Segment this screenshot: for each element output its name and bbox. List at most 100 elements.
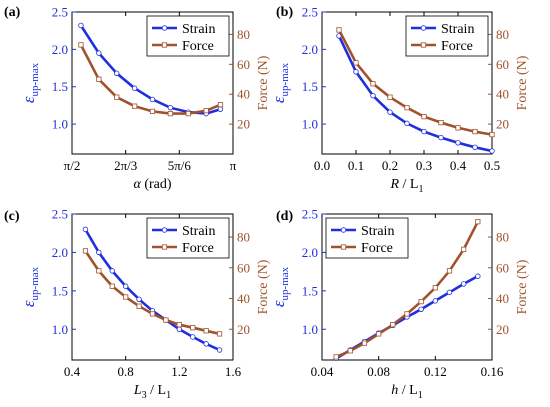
force-marker (216, 331, 223, 337)
force-marker (353, 60, 359, 66)
legend-box (405, 15, 489, 57)
y-right-tick-label: 80 (496, 230, 509, 245)
y-right-tick-label: 80 (496, 27, 509, 42)
panel-letter: (d) (276, 209, 293, 224)
legend-label-force: Force (361, 241, 393, 256)
strain-marker (136, 296, 142, 302)
strain-marker (353, 69, 359, 75)
strain-marker (149, 96, 156, 103)
strain-marker (475, 273, 481, 279)
y-right-tick-label: 60 (496, 57, 509, 72)
strain-marker (176, 326, 183, 332)
legend-marker-strain (161, 227, 168, 233)
y-left-tick-label: 2.0 (52, 245, 68, 260)
panel-letter: (c) (4, 209, 20, 224)
force-marker (404, 105, 410, 111)
x-axis-suffix: / L (399, 177, 418, 192)
y-right-tick-label: 40 (496, 87, 509, 102)
legend-label-strain: Strain (182, 22, 215, 37)
x-axis-suffix: / L (147, 383, 166, 398)
strain-marker (438, 134, 444, 141)
x-axis-suffix: (rad) (141, 177, 172, 192)
series-line-strain (337, 35, 493, 153)
strain-marker (370, 93, 376, 99)
legend-label-force: Force (182, 39, 214, 54)
legend-box (146, 15, 230, 57)
y-right-axis-title: Force (N) (515, 55, 530, 110)
force-marker (489, 131, 495, 138)
force-marker (438, 120, 444, 126)
y-right-tick-label: 40 (496, 291, 509, 306)
y-right-tick-label: 60 (237, 260, 250, 275)
strain-marker (455, 140, 461, 146)
x-tick-label: 0.5 (484, 158, 500, 173)
y-left-axis-title: εup-max (269, 62, 291, 103)
force-marker (114, 94, 120, 100)
force-marker (96, 76, 102, 82)
legend-marker-force (340, 244, 347, 250)
legend-marker-strain (420, 25, 427, 31)
force-marker (109, 283, 115, 289)
legend-label-force: Force (441, 39, 473, 54)
force-marker (336, 27, 342, 33)
legend-box (325, 217, 409, 259)
y-left-axis-subscript: up-max (279, 266, 291, 300)
y-left-axis-title: εup-max (19, 266, 41, 307)
y-left-axis-title: εup-max (269, 266, 291, 307)
force-marker (132, 103, 138, 109)
force-marker (418, 298, 424, 305)
strain-marker (78, 22, 84, 29)
y-left-tick-label: 1.0 (52, 322, 68, 337)
legend-label-strain: Strain (441, 22, 474, 37)
force-marker (421, 114, 427, 120)
x-axis-title: L3 / L1 (133, 383, 171, 401)
strain-marker (96, 249, 102, 256)
strain-marker (167, 104, 174, 111)
chart-panel: (c) 0.4 0.8 1.2 1.6 1.0 1.5 2.0 2.5 20 40 60 80 εup-m… (4, 207, 271, 402)
y-left-tick-label: 2.0 (52, 42, 68, 57)
force-marker (176, 322, 182, 328)
y-right-tick-label: 20 (496, 322, 509, 337)
strain-marker (217, 106, 224, 112)
force-marker (461, 246, 467, 252)
y-left-tick-label: 1.0 (52, 117, 68, 132)
force-marker (78, 42, 84, 48)
strain-marker (472, 144, 478, 150)
strain-marker (203, 341, 209, 347)
legend-label-strain: Strain (361, 224, 394, 239)
x-tick-label: 0.4 (64, 364, 81, 379)
force-marker (387, 94, 393, 100)
y-left-tick-label: 1.0 (302, 322, 318, 337)
y-left-axis-symbol: ε (19, 96, 38, 103)
y-left-tick-label: 2.5 (302, 5, 318, 20)
y-left-tick-label: 1.5 (302, 283, 318, 298)
y-right-tick-label: 20 (496, 117, 509, 132)
strain-marker (114, 70, 120, 76)
x-axis-subscript: 1 (166, 390, 171, 401)
y-right-tick-label: 40 (237, 87, 250, 102)
x-tick-label: 0.8 (118, 364, 134, 379)
strain-marker (387, 109, 393, 115)
panel-letter: (b) (276, 5, 293, 20)
x-tick-label: 2π/3 (114, 158, 137, 173)
legend-label-force: Force (182, 241, 214, 256)
strain-marker (82, 226, 89, 233)
y-left-tick-label: 1.5 (302, 79, 318, 94)
series-line-force (337, 29, 493, 136)
x-axis-variable: L (133, 383, 142, 398)
legend-marker-strain (161, 25, 168, 31)
strain-marker (489, 148, 495, 154)
x-axis-title: h / L1 (391, 383, 422, 401)
x-axis-variable: α (133, 177, 141, 192)
force-marker (136, 303, 142, 309)
force-marker (475, 219, 481, 225)
plot-frame (321, 11, 493, 155)
force-marker (446, 268, 453, 274)
y-left-tick-label: 1.0 (302, 117, 318, 132)
x-tick-label: 0.4 (450, 158, 467, 173)
y-left-tick-label: 2.0 (302, 42, 318, 57)
force-marker (149, 108, 156, 114)
plot-frame (71, 11, 234, 155)
y-right-tick-label: 20 (237, 322, 250, 337)
force-marker (203, 108, 209, 114)
